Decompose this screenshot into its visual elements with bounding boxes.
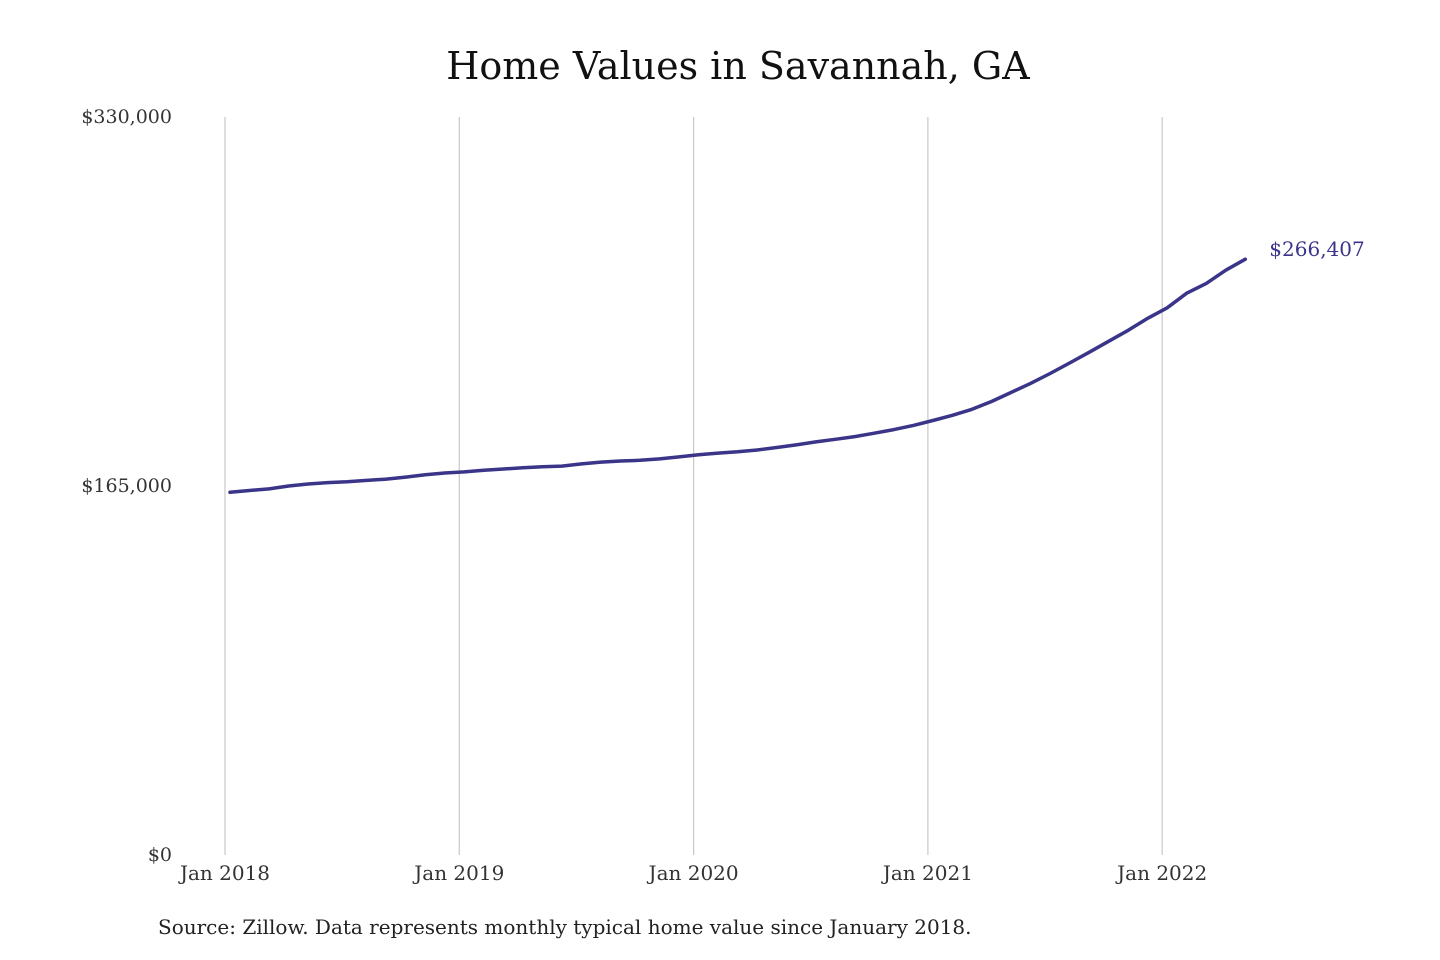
x-tick-label: Jan 2018 — [178, 861, 270, 885]
gridlines — [224, 117, 1163, 855]
source-note: Source: Zillow. Data represents monthly … — [158, 915, 972, 939]
chart-title: Home Values in Savannah, GA — [446, 44, 1030, 88]
x-axis-ticks: Jan 2018 Jan 2019 Jan 2020 Jan 2021 Jan 2022 — [178, 861, 1207, 885]
x-tick-label: Jan 2021 — [881, 861, 973, 885]
y-tick-label: $0 — [148, 844, 172, 866]
y-tick-label: $165,000 — [81, 475, 172, 497]
series-layer: $266,407 — [228, 237, 1365, 495]
y-axis-ticks: $0 $165,000 $330,000 — [81, 106, 172, 866]
home-value-line — [228, 257, 1248, 495]
x-tick-label: Jan 2020 — [647, 861, 739, 885]
end-value-label: $266,407 — [1269, 237, 1364, 261]
x-tick-label: Jan 2022 — [1115, 861, 1207, 885]
y-tick-label: $330,000 — [81, 106, 172, 128]
x-tick-label: Jan 2019 — [412, 861, 504, 885]
